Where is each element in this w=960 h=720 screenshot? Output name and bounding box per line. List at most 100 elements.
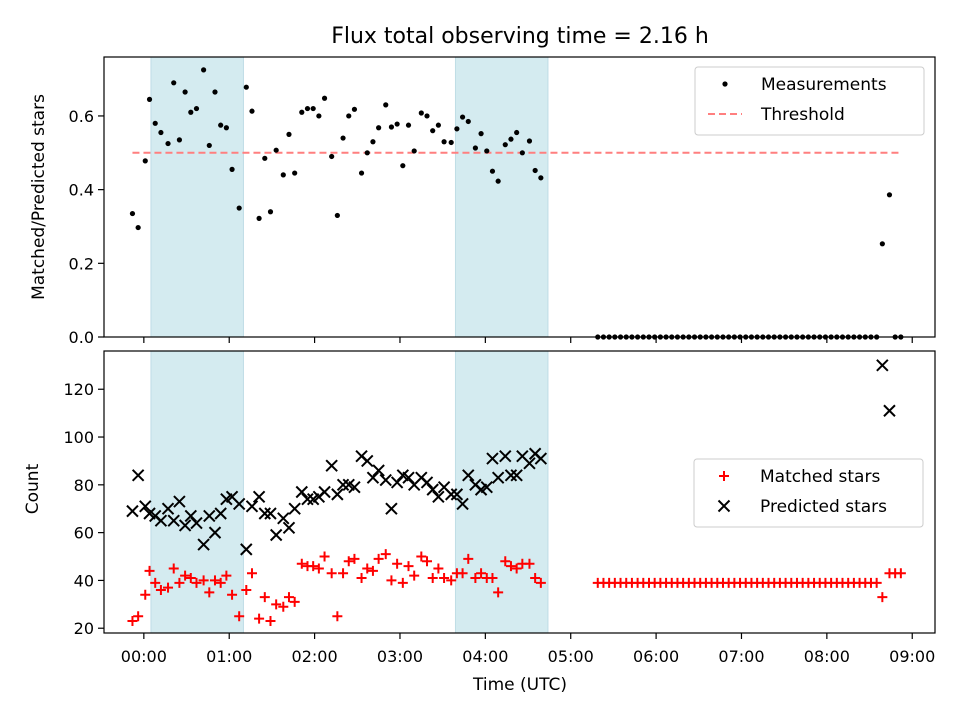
data-point <box>397 577 408 588</box>
data-point <box>319 551 330 562</box>
data-point <box>271 599 282 610</box>
shaded-interval-2 <box>454 350 549 634</box>
x-tick-label: 04:00 <box>462 647 508 666</box>
data-point <box>487 573 498 584</box>
data-point <box>448 139 454 146</box>
data-point <box>208 526 222 539</box>
data-point <box>348 481 361 494</box>
data-point <box>439 573 450 584</box>
data-point <box>146 96 153 102</box>
data-point <box>432 490 445 503</box>
data-point <box>366 471 380 484</box>
data-point <box>252 490 266 503</box>
data-point <box>273 147 279 153</box>
legend-label: Threshold <box>760 105 845 125</box>
data-point <box>188 109 194 115</box>
legend: Matched stars Predicted stars <box>693 458 924 528</box>
data-point <box>361 454 374 468</box>
data-point <box>385 502 398 515</box>
data-point <box>895 568 906 579</box>
data-point <box>535 577 546 588</box>
data-point <box>241 584 252 595</box>
data-point <box>325 459 338 472</box>
data-point <box>301 492 314 506</box>
y-tick-label: 20 <box>74 619 94 638</box>
data-point <box>150 577 161 588</box>
x-tick-label: 01:00 <box>206 647 252 666</box>
data-point <box>424 113 430 119</box>
data-point <box>530 573 541 584</box>
data-point <box>227 589 238 600</box>
data-point <box>883 404 896 417</box>
data-point <box>278 601 289 612</box>
plot-frame <box>103 56 936 338</box>
top-panel: 0.0 0.2 0.4 0.6 Measurements Threshold <box>69 56 936 347</box>
data-point <box>158 129 164 136</box>
y-tick-label: 100 <box>63 428 94 447</box>
data-point <box>394 121 400 127</box>
legend-label: Predicted stars <box>760 497 887 517</box>
data-point <box>463 553 474 564</box>
data-point <box>254 613 265 624</box>
data-point <box>178 519 192 532</box>
data-point <box>155 584 166 595</box>
data-point <box>433 563 444 574</box>
y-tick-label: 0.4 <box>69 181 94 200</box>
data-point <box>462 469 475 482</box>
data-point <box>232 497 246 511</box>
y-tick-label: 80 <box>74 476 94 495</box>
data-point <box>310 105 316 112</box>
data-point <box>336 478 350 492</box>
data-point <box>495 178 501 184</box>
top-y-axis-label: Matched/Predicted stars <box>29 94 49 300</box>
legend-label: Matched stars <box>760 467 880 487</box>
data-point <box>264 507 277 520</box>
data-point <box>441 139 447 145</box>
y-tick-label: 120 <box>63 380 94 399</box>
data-point <box>223 125 229 131</box>
data-point <box>472 145 478 151</box>
data-point <box>435 122 441 128</box>
data-point <box>402 471 415 484</box>
data-point <box>161 502 175 515</box>
data-point <box>288 502 301 515</box>
data-point <box>454 126 460 132</box>
data-point <box>321 95 328 101</box>
data-point <box>246 568 257 579</box>
y-tick-label: 0.6 <box>69 107 94 126</box>
data-point <box>184 509 198 523</box>
legend-label: Measurements <box>761 75 887 95</box>
bottom-panel: 20 40 60 80 100 120 00:00 01:00 02:00 03:00 04:00 0… <box>63 350 936 666</box>
data-point <box>144 565 155 576</box>
data-point <box>286 131 292 137</box>
data-point <box>534 452 548 465</box>
data-point <box>372 464 385 477</box>
data-point <box>526 138 533 144</box>
data-point <box>420 476 434 489</box>
y-tick-label: 60 <box>74 524 94 543</box>
data-point <box>392 558 403 569</box>
data-point <box>524 558 535 569</box>
data-point <box>332 611 343 622</box>
data-point <box>364 150 370 156</box>
legend-marker <box>719 471 729 481</box>
data-point <box>386 575 397 586</box>
x-axis-label: Time (UTC) <box>472 675 567 695</box>
data-point <box>249 108 255 114</box>
plot-frame <box>103 350 936 634</box>
x-tick-label: 06:00 <box>633 647 679 666</box>
data-point <box>886 192 893 198</box>
data-point <box>411 148 417 154</box>
data-point <box>871 577 882 588</box>
bottom-y-axis-label: Count <box>23 463 43 514</box>
data-point <box>326 568 337 579</box>
chart-title: Flux total observing time = 2.16 h <box>331 24 709 49</box>
x-tick-label: 02:00 <box>292 647 338 666</box>
data-point <box>489 168 496 174</box>
data-point <box>456 497 469 511</box>
data-point <box>269 528 283 542</box>
data-point <box>163 582 174 593</box>
data-point <box>380 549 391 560</box>
data-point <box>400 163 406 169</box>
